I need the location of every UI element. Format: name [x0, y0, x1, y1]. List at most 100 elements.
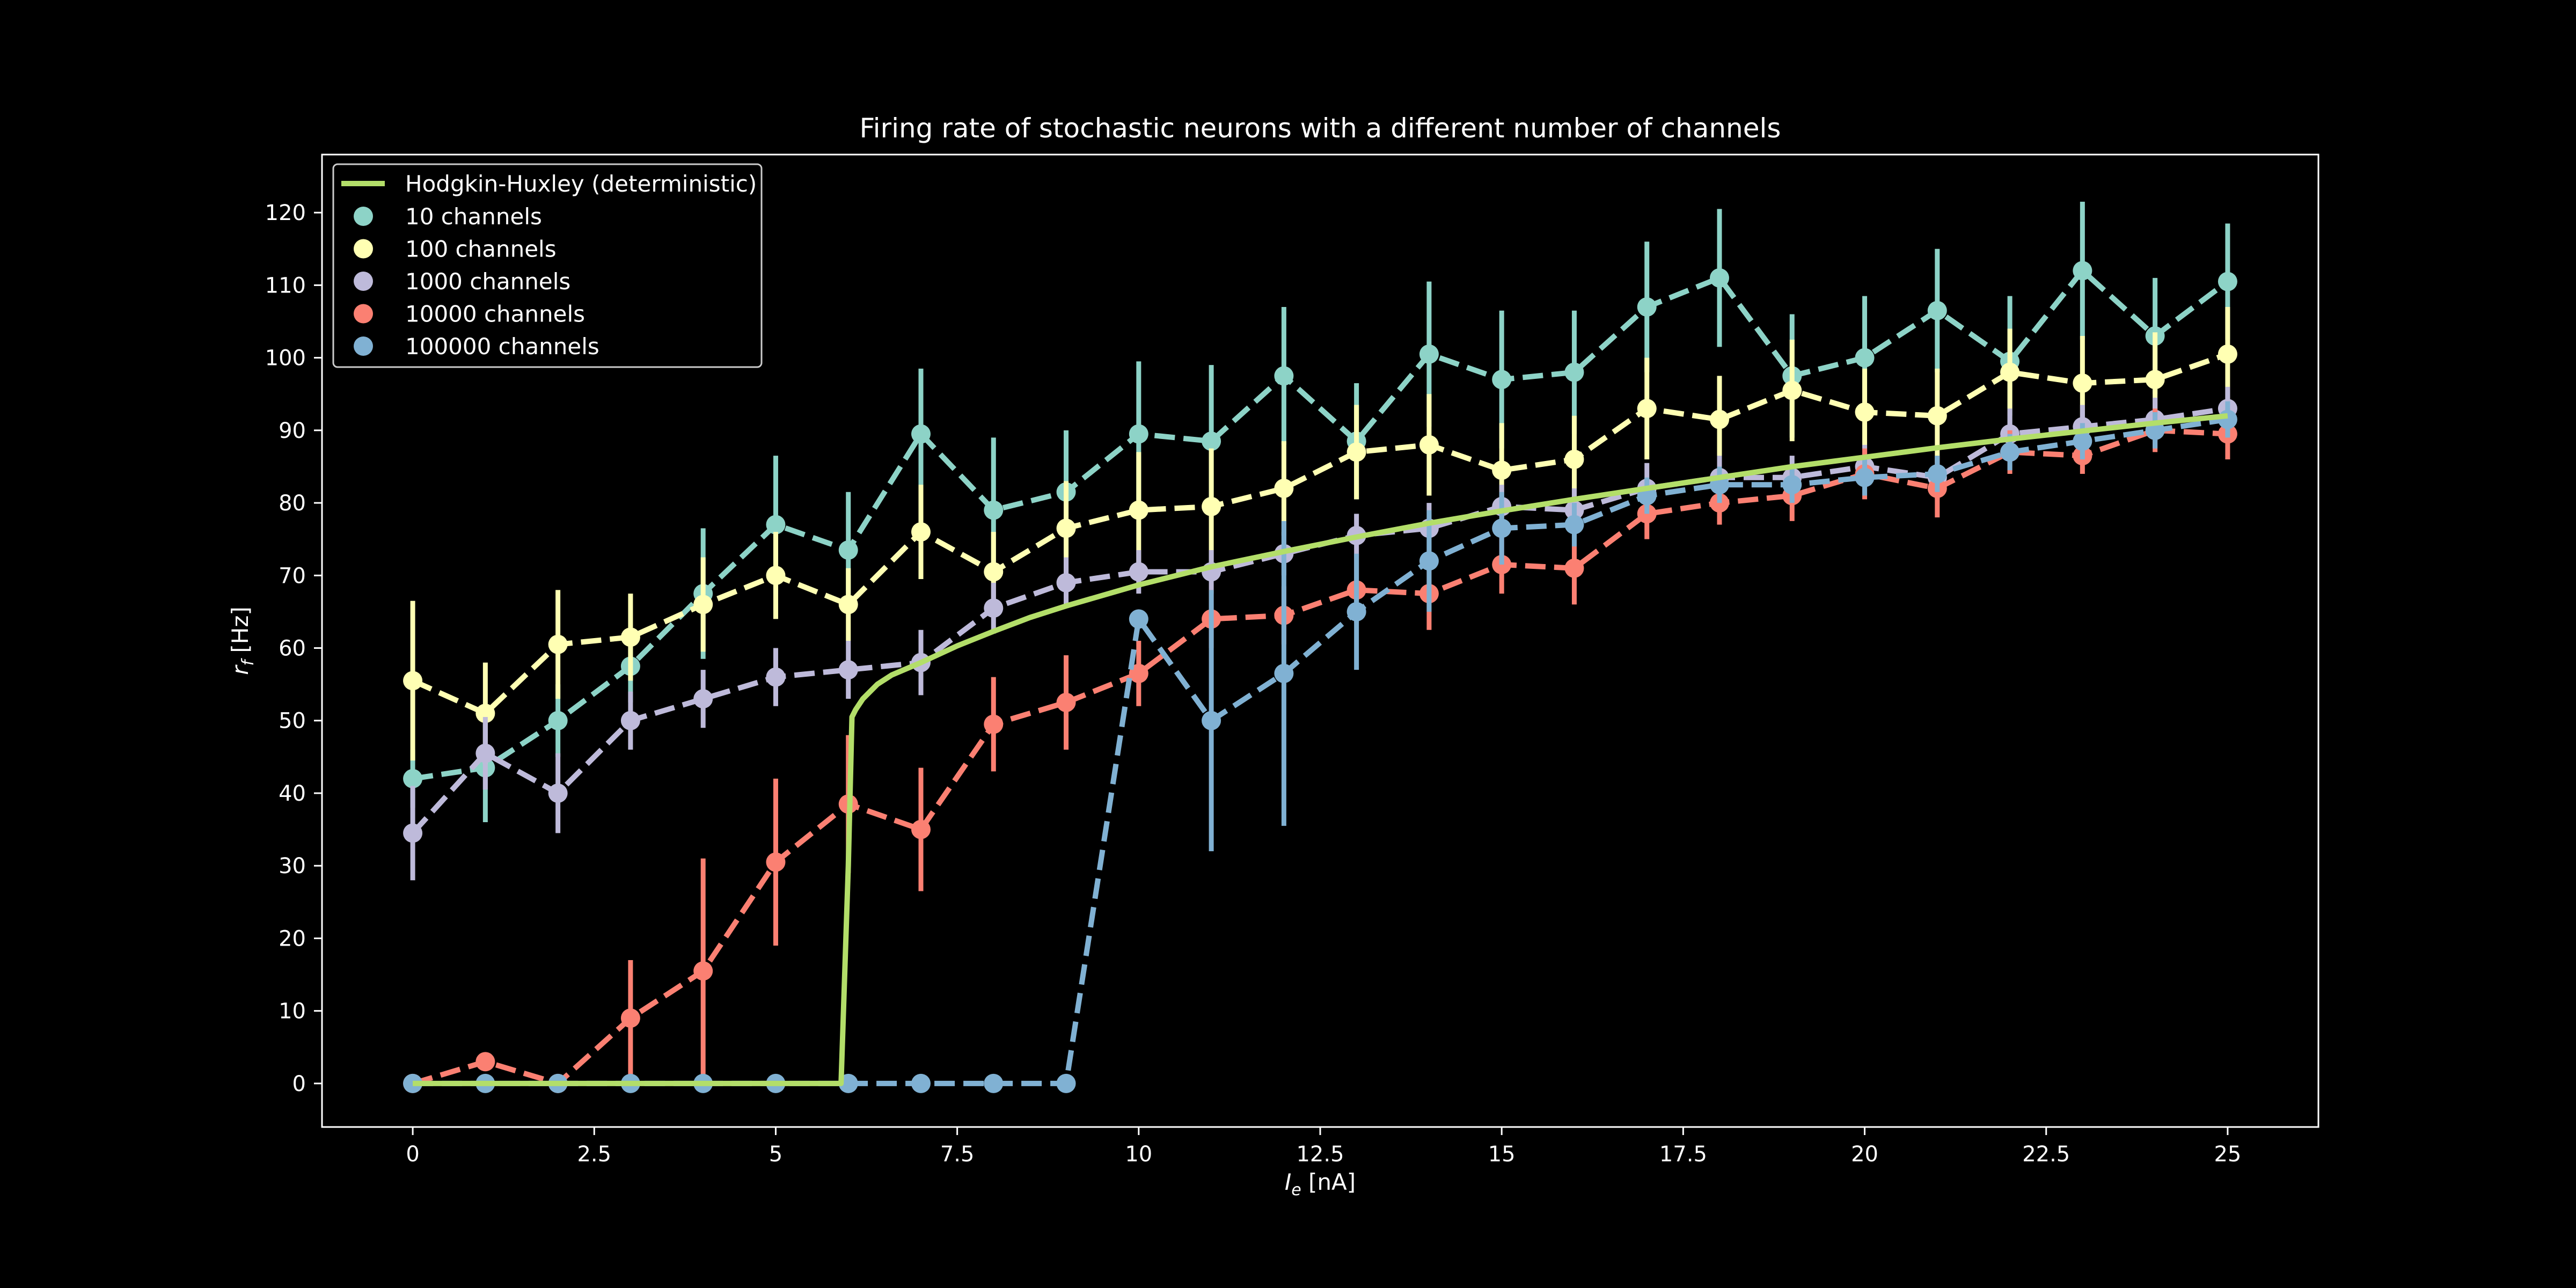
- data-point: [984, 500, 1004, 520]
- y-axis-label: rf [Hz]: [227, 606, 258, 675]
- x-tick-label: 2.5: [577, 1142, 611, 1167]
- data-point: [403, 769, 423, 788]
- data-point: [693, 595, 713, 614]
- series-4: [403, 408, 2237, 1093]
- data-point: [1129, 424, 1148, 444]
- x-tick-label: 5: [769, 1142, 782, 1167]
- data-point: [984, 562, 1004, 582]
- legend-marker: [354, 207, 373, 226]
- data-point: [1419, 344, 1439, 364]
- y-tick-label: 90: [279, 419, 306, 443]
- legend: Hodgkin-Huxley (deterministic) 10 channe…: [332, 163, 763, 368]
- data-point: [1274, 479, 1294, 499]
- data-point: [1129, 663, 1148, 683]
- data-point: [1129, 500, 1148, 520]
- data-point: [911, 424, 931, 444]
- data-point: [475, 743, 495, 763]
- data-point: [1855, 467, 1875, 487]
- legend-marker: [354, 304, 373, 324]
- data-point: [2218, 409, 2237, 429]
- x-axis-label-unit: [nA]: [1301, 1169, 1356, 1195]
- data-point: [1492, 518, 1512, 538]
- x-axis-label-subscript: e: [1291, 1181, 1301, 1199]
- data-point: [1927, 406, 1947, 426]
- y-tick-label: 30: [279, 854, 306, 879]
- data-point: [1564, 449, 1584, 469]
- data-point: [911, 1073, 931, 1093]
- data-point: [475, 704, 495, 723]
- data-point: [2218, 272, 2237, 291]
- data-point: [620, 711, 640, 730]
- data-point: [1419, 551, 1439, 571]
- data-point: [984, 714, 1004, 734]
- data-point: [1202, 431, 1221, 451]
- data-point: [2073, 431, 2092, 451]
- legend-label: 10 channels: [405, 203, 542, 230]
- legend-label: 1000 channels: [405, 268, 570, 295]
- x-tick-label: 22.5: [2022, 1142, 2070, 1167]
- legend-label: 10000 channels: [405, 301, 585, 327]
- data-point: [1927, 464, 1947, 484]
- data-point: [2000, 362, 2020, 382]
- data-point: [766, 566, 786, 586]
- y-axis-label-unit: [Hz]: [227, 606, 253, 660]
- data-point: [1492, 370, 1512, 390]
- data-point: [838, 540, 858, 560]
- data-point: [693, 689, 713, 709]
- data-point: [1927, 301, 1947, 320]
- data-point: [911, 819, 931, 839]
- y-axis-label-symbol: r: [227, 664, 253, 675]
- data-point: [1637, 399, 1657, 419]
- data-point: [620, 1008, 640, 1028]
- series-2: [403, 306, 2237, 764]
- legend-label-deterministic: Hodgkin-Huxley (deterministic): [405, 171, 757, 197]
- x-tick-label: 20: [1851, 1142, 1878, 1167]
- data-point: [548, 783, 568, 803]
- data-point: [2073, 373, 2092, 393]
- data-point: [1710, 268, 1729, 288]
- data-point: [548, 711, 568, 730]
- y-tick-label: 20: [279, 926, 306, 951]
- data-point: [1346, 602, 1366, 621]
- data-point: [2000, 442, 2020, 462]
- data-point: [403, 1073, 423, 1093]
- data-point: [2145, 370, 2165, 390]
- data-point: [693, 961, 713, 981]
- y-tick-label: 70: [279, 564, 306, 588]
- data-point: [766, 852, 786, 872]
- x-tick-label: 0: [406, 1142, 419, 1167]
- data-point: [984, 1073, 1004, 1093]
- data-point: [1056, 692, 1076, 712]
- data-point: [1274, 663, 1294, 683]
- data-point: [1202, 711, 1221, 730]
- y-tick-label: 110: [265, 273, 306, 298]
- chart-title: Firing rate of stochastic neurons with a…: [860, 113, 1781, 144]
- data-point: [1056, 1073, 1076, 1093]
- y-tick-label: 60: [279, 636, 306, 661]
- y-tick-label: 0: [292, 1072, 306, 1096]
- legend-marker: [354, 272, 373, 291]
- legend-label: 100 channels: [405, 236, 557, 262]
- data-point: [2073, 261, 2092, 281]
- data-point: [1492, 460, 1512, 480]
- y-tick-label: 40: [279, 781, 306, 806]
- data-point: [1274, 366, 1294, 386]
- x-axis-label-symbol: I: [1285, 1169, 1291, 1195]
- legend-label: 100000 channels: [405, 333, 599, 360]
- x-tick-label: 10: [1125, 1142, 1152, 1167]
- y-tick-label: 80: [279, 491, 306, 516]
- data-point: [1564, 362, 1584, 382]
- y-tick-label: 120: [265, 201, 306, 225]
- data-point: [1129, 562, 1148, 582]
- legend-marker: [354, 336, 373, 356]
- x-tick-label: 15: [1488, 1142, 1516, 1167]
- data-point: [2218, 344, 2237, 364]
- y-axis: 0 10 20 30 40 50 60 70 80 90 100 110 120: [265, 201, 322, 1096]
- y-tick-label: 50: [279, 709, 306, 734]
- y-tick-label: 100: [265, 346, 306, 371]
- data-point: [1855, 402, 1875, 422]
- data-point: [911, 522, 931, 542]
- data-point: [838, 660, 858, 680]
- data-point: [620, 627, 640, 647]
- x-tick-label: 12.5: [1296, 1142, 1344, 1167]
